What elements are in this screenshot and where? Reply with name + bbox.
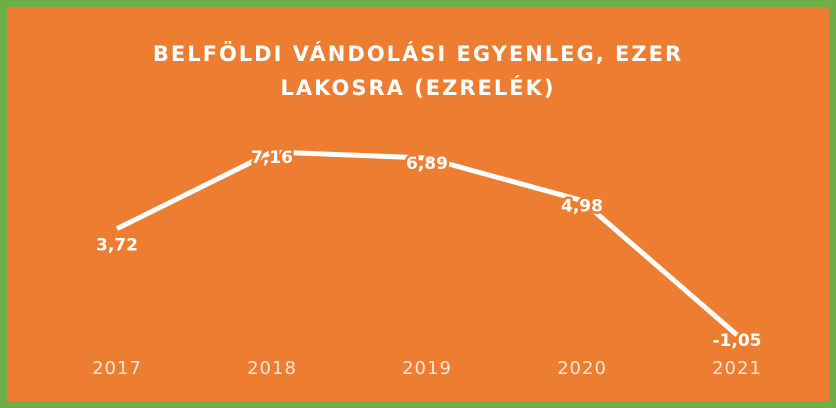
chart-title: BELFÖLDI VÁNDOLÁSI EGYENLEG, EZER LAKOSR… <box>152 42 684 100</box>
data-label: 6,89 <box>406 154 448 174</box>
x-tick-label: 2020 <box>557 358 607 379</box>
x-tick-label: 2021 <box>712 358 762 379</box>
data-line <box>115 149 739 337</box>
data-label: 3,72 <box>96 236 138 256</box>
data-label: 7,16 <box>251 148 293 168</box>
x-tick-label: 2018 <box>247 358 297 379</box>
x-tick-label: 2017 <box>92 358 142 379</box>
chart: 2017 2018 2019 2020 2021 3,72 7,16 6,89 4,98 -1,0… <box>92 146 764 380</box>
data-label: -1,05 <box>713 331 762 351</box>
data-label: 4,98 <box>561 197 603 217</box>
x-tick-label: 2019 <box>402 358 452 379</box>
